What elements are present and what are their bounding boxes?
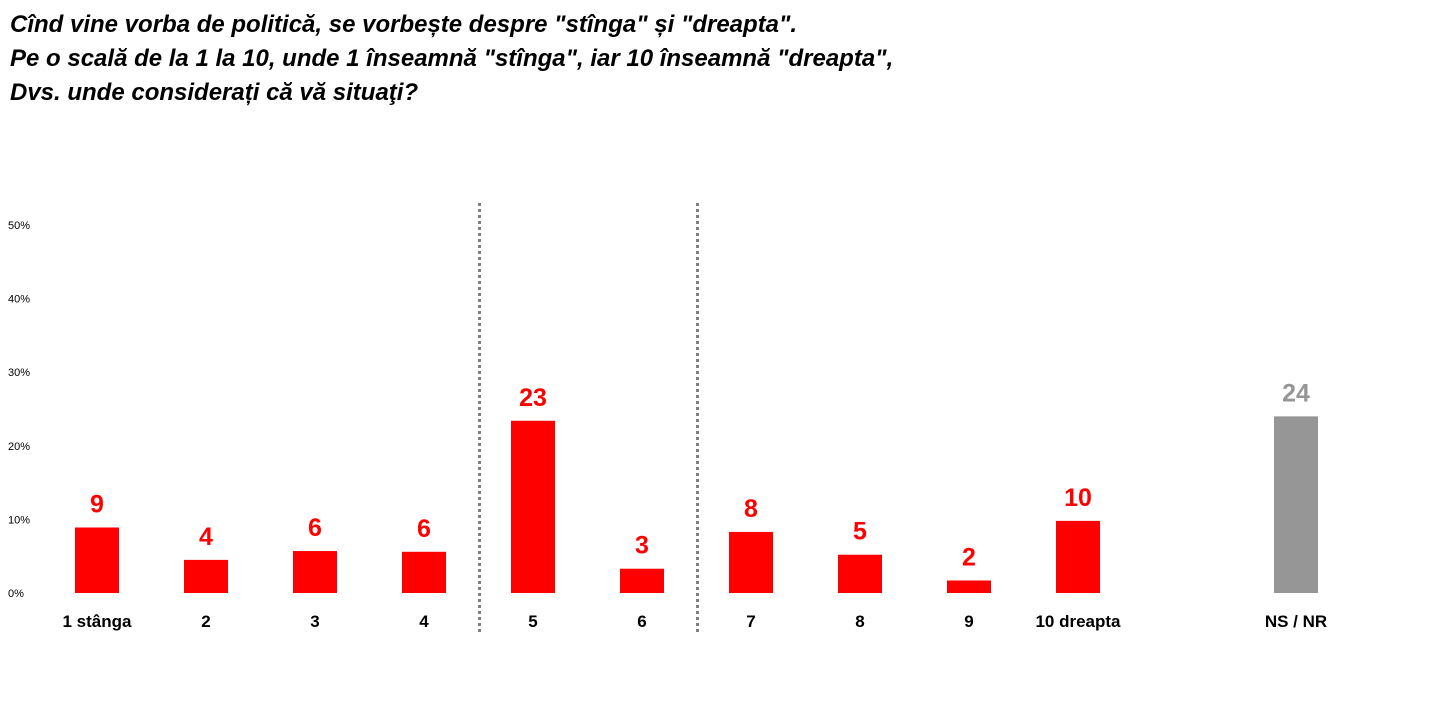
category-label: 10 dreapta [1035, 612, 1121, 631]
bar [511, 420, 555, 593]
bar [729, 531, 773, 593]
bar [620, 568, 664, 593]
category-label: NS / NR [1265, 612, 1327, 631]
category-label: 3 [310, 612, 319, 631]
data-label: 9 [90, 490, 104, 518]
data-label: 24 [1282, 379, 1310, 407]
bar [1056, 520, 1100, 593]
data-label: 5 [853, 518, 867, 546]
data-label: 10 [1064, 484, 1092, 512]
bar [184, 559, 228, 593]
bar [75, 527, 119, 593]
title-line-1: Cînd vine vorba de politică, se vorbește… [10, 11, 798, 38]
data-label: 8 [744, 495, 758, 523]
y-tick-label: 0% [8, 588, 24, 600]
category-label: 7 [746, 612, 755, 631]
data-label: 6 [417, 515, 431, 543]
bar [293, 551, 337, 593]
data-label: 23 [519, 384, 547, 412]
y-tick-label: 20% [8, 441, 30, 453]
category-label: 5 [528, 612, 537, 631]
category-label: 6 [637, 612, 646, 631]
y-tick-label: 10% [8, 514, 30, 526]
category-label: 8 [855, 612, 864, 631]
data-label: 3 [635, 532, 649, 560]
y-tick-label: 50% [8, 220, 30, 232]
data-label: 4 [199, 523, 213, 551]
chart-title: Cînd vine vorba de politică, se vorbește… [10, 8, 1410, 110]
bar [947, 580, 991, 593]
data-label: 2 [962, 543, 976, 571]
category-label: 2 [201, 612, 210, 631]
title-line-2: Pe o scală de la 1 la 10, unde 1 înseamn… [10, 45, 894, 72]
y-tick-label: 40% [8, 294, 30, 306]
category-label: 9 [964, 612, 973, 631]
bar [838, 554, 882, 593]
title-line-3: Dvs. unde considerați că vă situaţi? [10, 79, 419, 106]
data-label: 6 [308, 514, 322, 542]
bar [402, 551, 446, 593]
y-tick-label: 30% [8, 367, 30, 379]
category-label: 1 stânga [63, 612, 133, 631]
bar [1274, 416, 1318, 593]
category-label: 4 [419, 612, 429, 631]
